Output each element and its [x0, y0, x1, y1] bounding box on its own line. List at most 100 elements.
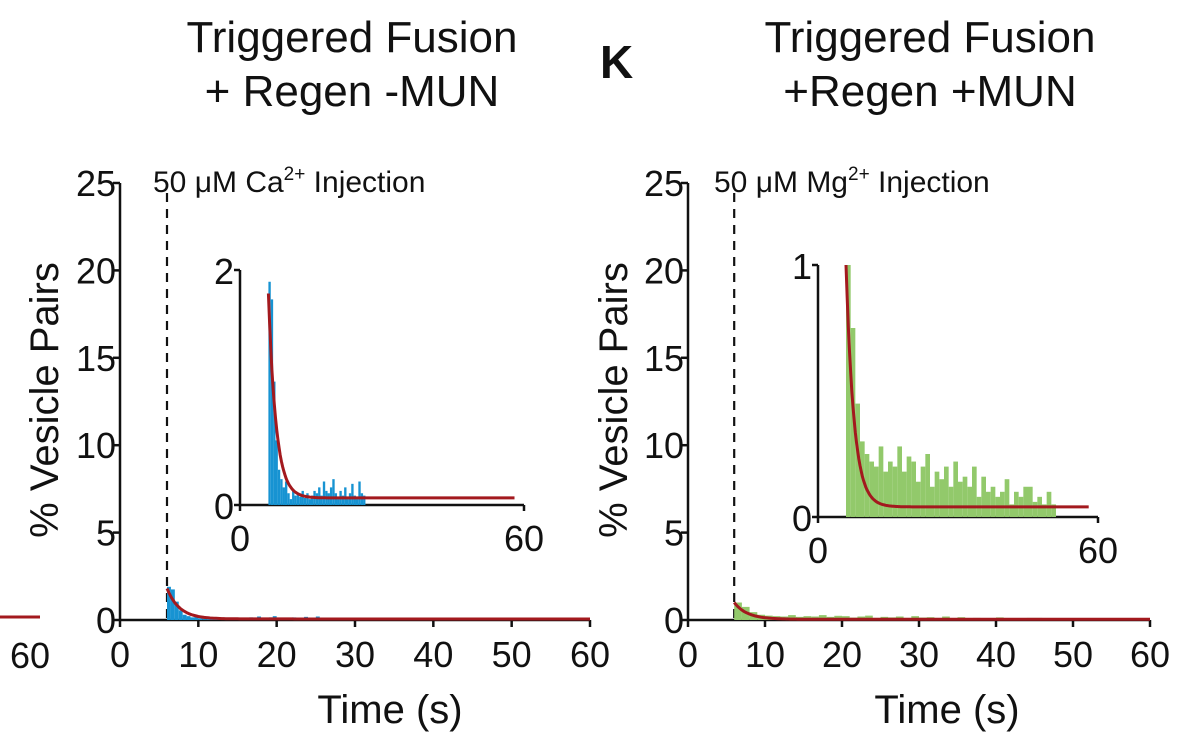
inset-y-tick-label: 2: [214, 251, 234, 292]
inset-histogram-bar: [346, 499, 349, 505]
inset-histogram-bar: [925, 454, 930, 517]
inset-histogram-bar: [906, 456, 912, 517]
y-tick-label: 15: [644, 338, 684, 379]
annotation-prefix: 50 μM Ca: [153, 166, 284, 199]
y-tick-label: 15: [76, 338, 116, 379]
y-tick-label: 5: [664, 513, 684, 554]
inset-histogram-bar: [315, 493, 319, 505]
x-tick-label: 20: [257, 634, 297, 675]
main-fit-curve: [165, 587, 590, 621]
x-tick-label: 60: [1130, 634, 1170, 675]
inset-histogram-bar: [337, 499, 340, 505]
inset-histogram-bar: [986, 491, 991, 517]
inset-histogram-bar: [284, 481, 288, 505]
inset-y-tick-label: 0: [792, 498, 812, 539]
x-tick-label: 30: [335, 634, 375, 675]
inset-histogram-bar: [1009, 504, 1014, 517]
inset-histogram-bar: [874, 466, 879, 517]
inset-x-tick-label: 60: [504, 518, 544, 559]
inset-histogram-bar: [299, 496, 302, 505]
main-histogram-bar: [167, 586, 171, 620]
x-tick-label: 30: [899, 634, 939, 675]
inset-histogram-bar: [990, 486, 996, 517]
main-histogram-bar: [186, 616, 191, 620]
inset-histogram-bar: [306, 493, 309, 505]
inset-histogram-bar: [355, 499, 359, 505]
chart-title-line-1: Triggered Fusion: [187, 13, 518, 62]
inset-histogram-bar: [944, 466, 949, 517]
main-histogram-bar: [818, 615, 827, 620]
inset-histogram-bar: [883, 471, 888, 517]
inset-histogram-bar: [939, 479, 944, 517]
inset-histogram-bar: [282, 487, 285, 505]
inset-histogram-bar: [869, 461, 874, 517]
inset-histogram-bar: [934, 471, 940, 517]
inset-histogram-bar: [1000, 491, 1005, 517]
inset-histogram-bar: [1004, 479, 1010, 517]
inset-histogram-bar: [1028, 486, 1033, 517]
inset-histogram-bar: [322, 481, 326, 505]
inset-y-tick-label: 1: [792, 246, 812, 287]
inset-histogram-bar: [320, 495, 323, 505]
inset-histogram-bar: [292, 490, 295, 505]
inset-histogram-bar: [1014, 491, 1019, 517]
inset-x-tick-label: 0: [230, 518, 250, 559]
inset-histogram-bar: [280, 479, 283, 505]
inset-histogram-bar: [275, 440, 278, 505]
y-axis-label: % Vesicle Pairs: [23, 262, 67, 538]
inset-histogram-bar: [878, 446, 884, 517]
annotation-prefix: 50 μM Mg: [714, 166, 848, 199]
inset-histogram-bar: [958, 481, 963, 517]
inset-histogram-bar: [962, 476, 968, 517]
x-tick-label: 20: [822, 634, 862, 675]
injection-annotation: 50 μM Mg2+ Injection: [714, 164, 990, 199]
inset-histogram-bar: [311, 495, 314, 505]
inset-histogram-bar: [1032, 501, 1038, 517]
prev-panel-x-tick-label: 60: [10, 635, 50, 676]
inset-histogram-bar: [294, 495, 297, 505]
inset-histogram-bar: [930, 486, 935, 517]
inset-histogram-bar: [341, 495, 345, 505]
inset-histogram-bar: [1042, 504, 1047, 517]
main-histogram-bar: [182, 614, 187, 620]
injection-annotation: 50 μM Ca2+ Injection: [153, 164, 425, 199]
y-tick-label: 25: [76, 163, 116, 204]
annotation-superscript: 2+: [848, 164, 870, 185]
inset-histogram-bar: [1051, 504, 1056, 517]
inset-histogram-bar: [353, 495, 356, 505]
annotation-suffix: Injection: [870, 166, 990, 199]
inset-histogram-bar: [273, 381, 276, 505]
main-histogram-bar: [788, 615, 796, 620]
inset-histogram-bar: [351, 483, 354, 505]
inset-histogram-bar: [916, 481, 921, 517]
y-tick-label: 0: [96, 600, 116, 641]
main-histogram-bar: [170, 589, 175, 620]
inset-histogram-bar: [967, 486, 972, 517]
y-tick-label: 0: [664, 600, 684, 641]
inset-histogram-bar: [864, 454, 870, 517]
inset-histogram-bar: [953, 461, 958, 517]
inset-histogram-bar: [920, 466, 926, 517]
main-histogram-bar: [190, 617, 195, 620]
inset-histogram-bar: [911, 461, 916, 517]
inset-histogram-bar: [981, 476, 986, 517]
inset-histogram-bar: [329, 487, 333, 505]
x-tick-label: 40: [976, 634, 1016, 675]
inset-fit-curve: [266, 293, 515, 500]
x-tick-label: 0: [110, 634, 130, 675]
x-tick-label: 10: [745, 634, 785, 675]
inset-histogram-bar: [358, 481, 361, 505]
x-tick-label: 60: [570, 634, 610, 675]
inset-x-tick-label: 0: [808, 530, 828, 571]
x-axis-label: Time (s): [874, 688, 1019, 732]
main-histogram-bar: [198, 618, 203, 620]
inset-histogram-bar: [296, 493, 300, 505]
inset-histogram-bar: [270, 299, 274, 505]
y-tick-label: 10: [644, 425, 684, 466]
inset-histogram-bar: [308, 499, 311, 505]
y-tick-label: 20: [76, 250, 116, 291]
y-tick-label: 5: [96, 513, 116, 554]
inset-histogram-bar: [277, 469, 281, 505]
inset-histogram-bar: [902, 471, 907, 517]
chart-title-line-2: +Regen +MUN: [783, 67, 1076, 116]
